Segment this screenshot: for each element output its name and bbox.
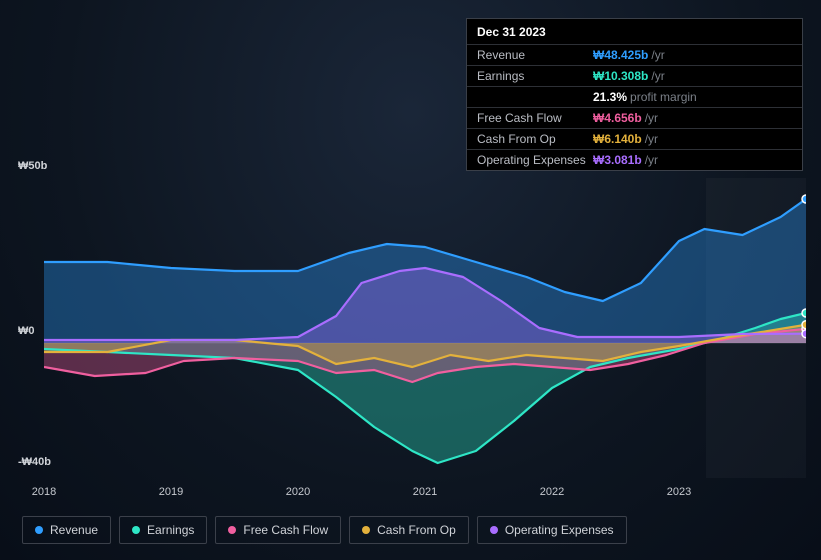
tooltip-row: 21.3% profit margin	[467, 86, 802, 107]
tooltip-label: Earnings	[477, 69, 593, 83]
tooltip-row: Operating Expenses ₩3.081b /yr	[467, 149, 802, 170]
tooltip-row: Revenue ₩48.425b /yr	[467, 44, 802, 65]
legend-item[interactable]: Free Cash Flow	[215, 516, 341, 544]
plot-area[interactable]	[44, 178, 806, 478]
legend-item[interactable]: Earnings	[119, 516, 207, 544]
legend-dot-icon	[362, 526, 370, 534]
tooltip-value: ₩6.140b	[593, 132, 642, 146]
x-tick-label: 2020	[286, 486, 310, 498]
tooltip-row: Cash From Op ₩6.140b /yr	[467, 128, 802, 149]
chart-legend: Revenue Earnings Free Cash Flow Cash From O…	[22, 516, 627, 544]
y-tick-label: ₩0	[18, 325, 35, 337]
tooltip-date: Dec 31 2023	[467, 19, 802, 44]
chart-tooltip: Dec 31 2023 Revenue ₩48.425b /yr Earning…	[466, 18, 803, 171]
x-axis: 201820192020202120222023	[44, 486, 806, 502]
tooltip-label	[477, 90, 593, 104]
x-tick-label: 2022	[540, 486, 564, 498]
y-tick-label: ₩50b	[18, 160, 47, 172]
tooltip-suffix: profit margin	[630, 90, 697, 104]
legend-item[interactable]: Revenue	[22, 516, 111, 544]
legend-item[interactable]: Cash From Op	[349, 516, 469, 544]
tooltip-label: Free Cash Flow	[477, 111, 593, 125]
legend-label: Operating Expenses	[505, 523, 614, 537]
legend-dot-icon	[132, 526, 140, 534]
legend-dot-icon	[35, 526, 43, 534]
tooltip-row: Free Cash Flow ₩4.656b /yr	[467, 107, 802, 128]
legend-label: Earnings	[147, 523, 194, 537]
x-tick-label: 2023	[667, 486, 691, 498]
tooltip-suffix: /yr	[651, 48, 664, 62]
x-tick-label: 2018	[32, 486, 56, 498]
tooltip-value: ₩48.425b	[593, 48, 648, 62]
legend-label: Revenue	[50, 523, 98, 537]
x-tick-label: 2021	[413, 486, 437, 498]
legend-dot-icon	[490, 526, 498, 534]
legend-label: Free Cash Flow	[243, 523, 328, 537]
tooltip-value: ₩10.308b	[593, 69, 648, 83]
tooltip-value: 21.3%	[593, 90, 627, 104]
legend-item[interactable]: Operating Expenses	[477, 516, 627, 544]
tooltip-label: Revenue	[477, 48, 593, 62]
tooltip-label: Operating Expenses	[477, 153, 593, 167]
tooltip-value: ₩3.081b	[593, 153, 642, 167]
tooltip-label: Cash From Op	[477, 132, 593, 146]
financials-area-chart[interactable]: ₩50b ₩0 -₩40b	[18, 160, 806, 490]
x-tick-label: 2019	[159, 486, 183, 498]
legend-label: Cash From Op	[377, 523, 456, 537]
tooltip-suffix: /yr	[651, 69, 664, 83]
tooltip-suffix: /yr	[645, 132, 658, 146]
legend-dot-icon	[228, 526, 236, 534]
tooltip-suffix: /yr	[645, 153, 658, 167]
tooltip-suffix: /yr	[645, 111, 658, 125]
tooltip-value: ₩4.656b	[593, 111, 642, 125]
tooltip-row: Earnings ₩10.308b /yr	[467, 65, 802, 86]
